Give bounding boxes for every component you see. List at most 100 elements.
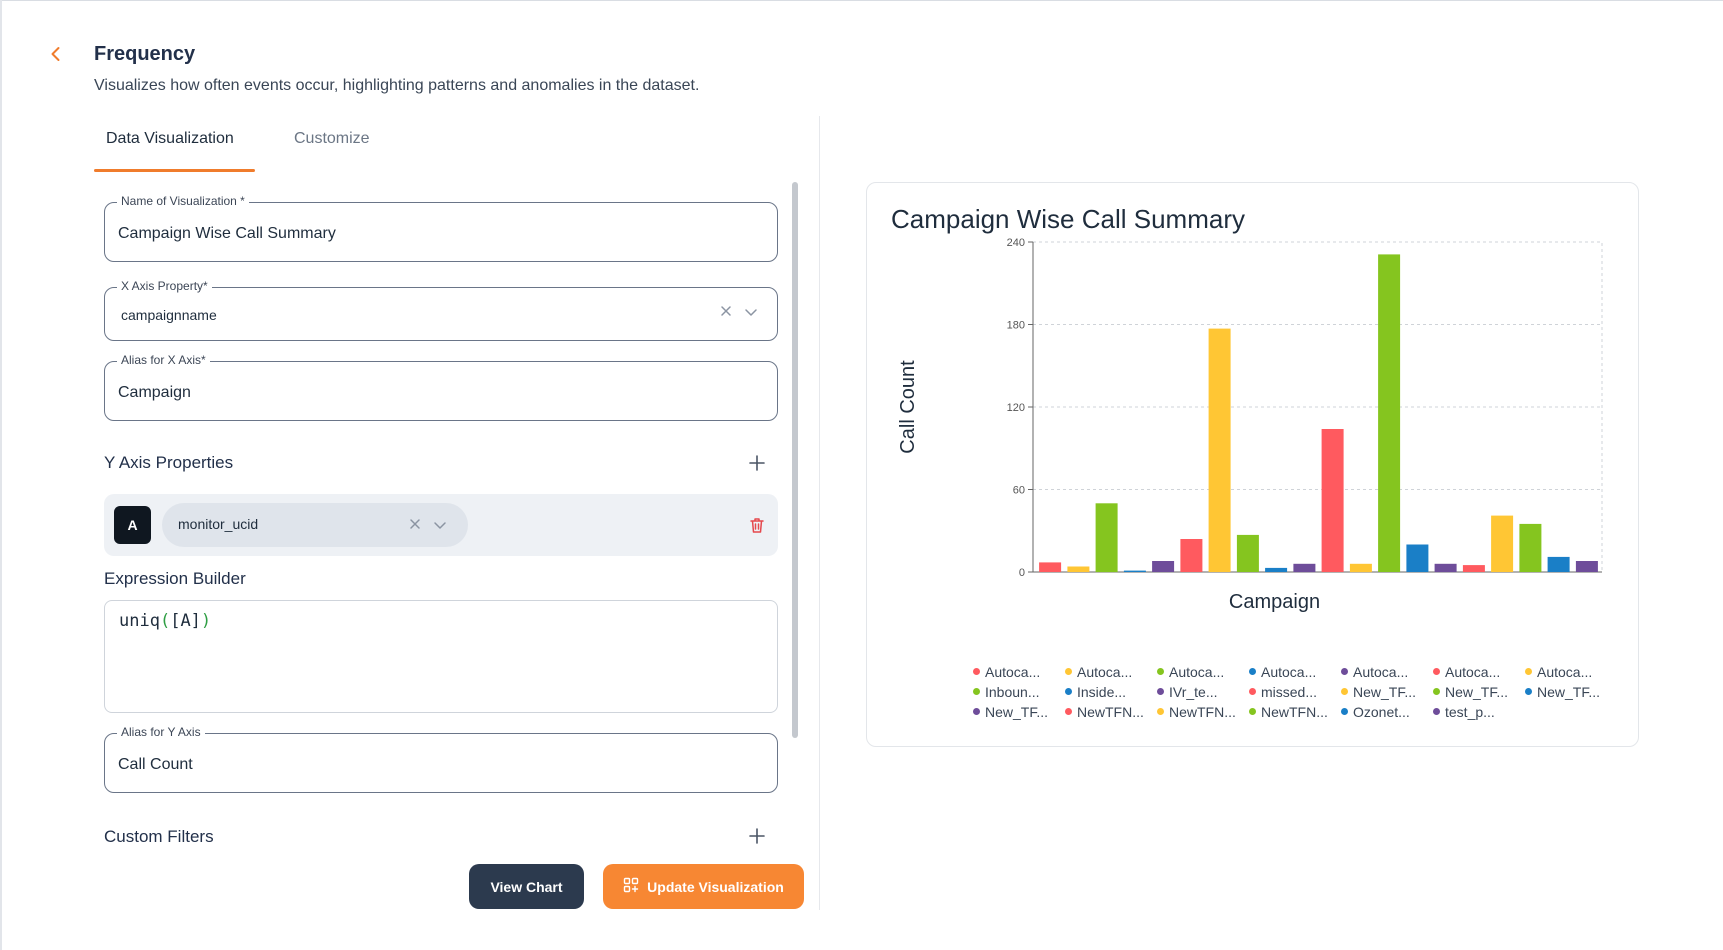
legend-dot <box>973 667 980 675</box>
add-custom-filter-icon[interactable] <box>747 826 767 846</box>
legend-item[interactable]: New_TF... <box>973 704 1048 720</box>
bar-1 <box>1067 566 1090 572</box>
visualization-name-field[interactable]: Name of Visualization * Campaign Wise Ca… <box>104 194 778 262</box>
legend-dot <box>1433 667 1440 675</box>
legend-label: NewTFN... <box>1077 704 1144 720</box>
legend-label: Autoca... <box>1353 664 1409 680</box>
legend-item[interactable]: test_p... <box>1433 704 1495 720</box>
x-axis-property-value[interactable]: campaignname <box>121 307 217 323</box>
legend-item[interactable]: Autoca... <box>1249 664 1316 680</box>
visualization-name-label: Name of Visualization * <box>117 194 249 208</box>
bar-2 <box>1095 503 1118 573</box>
y-axis-property-row: A monitor_ucid <box>104 494 778 556</box>
legend-item[interactable]: Autoca... <box>1065 664 1132 680</box>
legend-label: Inboun... <box>985 684 1040 700</box>
y-axis-alias-field[interactable]: Alias for Y Axis Call Count <box>104 725 778 793</box>
chart-title: Campaign Wise Call Summary <box>891 204 1245 234</box>
legend-item[interactable]: Ozonet... <box>1341 704 1410 720</box>
legend-item[interactable]: Autoca... <box>1433 664 1500 680</box>
back-arrow-icon[interactable] <box>46 44 66 64</box>
legend-item[interactable]: Autoca... <box>1525 664 1592 680</box>
legend-item[interactable]: NewTFN... <box>1157 704 1236 720</box>
legend-label: Autoca... <box>1261 664 1317 680</box>
chart-preview-card: Campaign Wise Call Summary 0 60 120 180 240 C… <box>866 182 1639 747</box>
tab-customize[interactable]: Customize <box>294 130 370 147</box>
legend-item[interactable]: Autoca... <box>1341 664 1408 680</box>
x-axis-label: Campaign <box>1229 591 1320 613</box>
legend-item[interactable]: Autoca... <box>973 664 1040 680</box>
legend-label: Autoca... <box>1077 664 1133 680</box>
legend-dot <box>1341 667 1348 675</box>
tab-data-visualization[interactable]: Data Visualization <box>106 130 234 147</box>
legend-dot <box>1157 707 1164 715</box>
legend-item[interactable]: Inside... <box>1065 684 1126 700</box>
bar-14 <box>1434 563 1457 573</box>
legend-label: IVr_te... <box>1169 684 1218 700</box>
bar-8 <box>1265 567 1288 572</box>
x-axis-alias-value[interactable]: Campaign <box>118 384 191 401</box>
legend-dot <box>973 707 980 715</box>
legend-label: Inside... <box>1077 684 1127 700</box>
page-subtitle: Visualizes how often events occur, highl… <box>94 77 700 94</box>
chevron-down-icon[interactable] <box>432 517 448 533</box>
legend-item[interactable]: New_TF... <box>1341 684 1416 700</box>
legend-dot <box>1525 667 1532 675</box>
legend-label: New_TF... <box>985 704 1049 720</box>
legend-item[interactable]: missed... <box>1249 684 1317 700</box>
legend-dot <box>1433 707 1440 715</box>
y-property-value[interactable]: monitor_ucid <box>178 516 259 532</box>
y-axis-alias-value[interactable]: Call Count <box>118 756 193 773</box>
legend-label: New_TF... <box>1353 684 1417 700</box>
legend-dot <box>1249 667 1256 675</box>
legend-dot <box>973 687 980 695</box>
grid-add-icon <box>623 877 639 896</box>
visualization-name-value[interactable]: Campaign Wise Call Summary <box>118 225 336 242</box>
view-chart-button[interactable]: View Chart <box>469 864 584 909</box>
expression-editor[interactable]: uniq([A]) <box>104 600 778 713</box>
bar-5 <box>1180 539 1203 572</box>
bar-0 <box>1039 562 1062 572</box>
left-border <box>0 0 2 950</box>
add-y-axis-property-icon[interactable] <box>747 453 767 473</box>
tab-bar: Data Visualization Customize <box>94 120 574 172</box>
y-axis-label: Call Count <box>897 360 919 454</box>
expression-builder-heading: Expression Builder <box>104 569 246 588</box>
legend-item[interactable]: Inboun... <box>973 684 1040 700</box>
bar-3 <box>1123 570 1146 572</box>
x-axis-property-label: X Axis Property* <box>117 279 212 293</box>
legend-item[interactable]: New_TF... <box>1525 684 1600 700</box>
page-title: Frequency <box>94 43 196 65</box>
delete-icon[interactable] <box>748 516 766 534</box>
chevron-down-icon[interactable] <box>743 304 759 320</box>
legend-dot <box>1341 687 1348 695</box>
y-property-select[interactable]: monitor_ucid <box>162 503 468 547</box>
x-axis-alias-field[interactable]: Alias for X Axis* Campaign <box>104 353 778 421</box>
legend-item[interactable]: New_TF... <box>1433 684 1508 700</box>
x-axis-property-select[interactable]: X Axis Property* campaignname <box>104 279 778 341</box>
legend-dot <box>1065 667 1072 675</box>
legend-item[interactable]: NewTFN... <box>1065 704 1144 720</box>
y-tick-label: 180 <box>1007 320 1025 332</box>
clear-x-axis-icon[interactable] <box>719 304 733 323</box>
clear-y-property-icon[interactable] <box>408 517 422 536</box>
legend-label: Autoca... <box>1445 664 1501 680</box>
legend-dot <box>1249 687 1256 695</box>
bar-7 <box>1236 534 1259 572</box>
legend-item[interactable]: NewTFN... <box>1249 704 1328 720</box>
update-visualization-button[interactable]: Update Visualization <box>603 864 804 909</box>
legend-label: NewTFN... <box>1261 704 1328 720</box>
y-axis-alias-label: Alias for Y Axis <box>117 725 205 739</box>
legend-item[interactable]: IVr_te... <box>1157 684 1218 700</box>
form-scrollbar[interactable] <box>792 182 798 738</box>
legend-dot <box>1065 707 1072 715</box>
legend-label: Ozonet... <box>1353 704 1410 720</box>
legend-label: test_p... <box>1445 704 1495 720</box>
expression-code[interactable]: uniq([A]) <box>119 611 212 631</box>
legend-label: missed... <box>1261 684 1318 700</box>
legend-label: Autoca... <box>985 664 1041 680</box>
legend-item[interactable]: Autoca... <box>1157 664 1224 680</box>
x-axis-alias-label: Alias for X Axis* <box>117 353 210 367</box>
update-visualization-label: Update Visualization <box>647 878 784 895</box>
bar-13 <box>1406 544 1429 572</box>
panel-divider <box>819 116 820 910</box>
